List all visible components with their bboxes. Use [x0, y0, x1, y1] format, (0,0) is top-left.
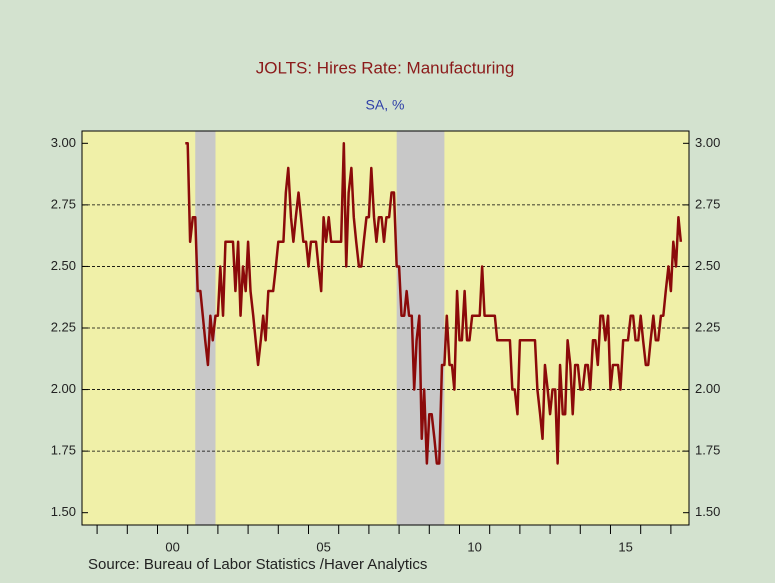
y-tick-label: 1.75 [51, 443, 76, 458]
y-tick-label: 2.00 [51, 381, 76, 396]
chart-title: JOLTS: Hires Rate: Manufacturing [256, 58, 515, 77]
x-tick-label: 10 [467, 539, 481, 554]
x-tick-label: 00 [165, 539, 179, 554]
recession-band [195, 131, 216, 525]
y2-tick-label: 2.50 [695, 258, 720, 273]
y-tick-label: 3.00 [51, 135, 76, 150]
x-tick-label: 15 [618, 539, 632, 554]
data-line [185, 142, 683, 465]
y-tick-label: 2.75 [51, 196, 76, 211]
y2-tick-label: 1.50 [695, 504, 720, 519]
chart-subtitle: SA, % [366, 97, 405, 113]
plot-frame [81, 130, 690, 526]
y2-tick-label: 3.00 [695, 135, 720, 150]
y-tick-label: 2.25 [51, 319, 76, 334]
y-tick-label: 1.50 [51, 504, 76, 519]
y2-tick-label: 1.75 [695, 443, 720, 458]
source-note: Source: Bureau of Labor Statistics /Have… [88, 556, 427, 573]
x-tick-label: 05 [316, 539, 330, 554]
y-tick-label: 2.50 [51, 258, 76, 273]
y2-tick-label: 2.25 [695, 319, 720, 334]
y2-tick-label: 2.75 [695, 196, 720, 211]
y2-tick-label: 2.00 [695, 381, 720, 396]
